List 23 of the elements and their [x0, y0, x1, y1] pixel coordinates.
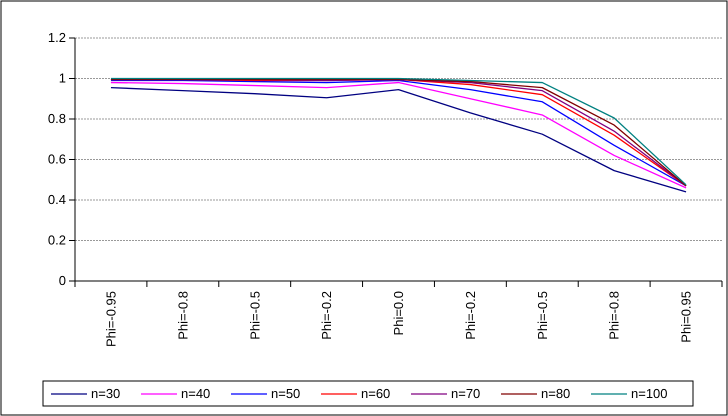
legend-label: n=70 — [451, 386, 480, 401]
x-tick-label: Phi=-0.5 — [534, 291, 550, 340]
x-tick-label: Phi=-0.8 — [175, 291, 190, 340]
legend-label: n=60 — [361, 386, 390, 401]
y-tick-label: 0 — [58, 273, 66, 288]
y-tick-label: 0.4 — [48, 192, 66, 208]
x-tick-label: Phi=-0.2 — [319, 291, 334, 340]
y-tick-label: 1.2 — [48, 30, 66, 46]
legend-label: n=40 — [181, 386, 210, 401]
x-tick-label: Phi=-0.5 — [247, 291, 262, 340]
x-tick-label: Phi=0.0 — [391, 291, 406, 336]
legend-label: n=100 — [631, 386, 668, 401]
x-tick-label: Phi=-0.2 — [462, 291, 478, 340]
legend-label: n=50 — [271, 386, 300, 401]
legend-label: n=80 — [541, 386, 570, 401]
x-tick-label: Phi=-0.95 — [103, 291, 118, 348]
y-tick-label: 0.2 — [48, 232, 66, 248]
x-tick-label: Phi=0.95 — [678, 291, 694, 343]
x-tick-label: Phi=-0.8 — [606, 291, 622, 340]
y-tick-label: 1 — [58, 70, 66, 86]
legend-label: n=30 — [91, 386, 120, 401]
y-tick-label: 0.6 — [48, 152, 66, 167]
y-tick-label: 0.8 — [48, 111, 66, 126]
